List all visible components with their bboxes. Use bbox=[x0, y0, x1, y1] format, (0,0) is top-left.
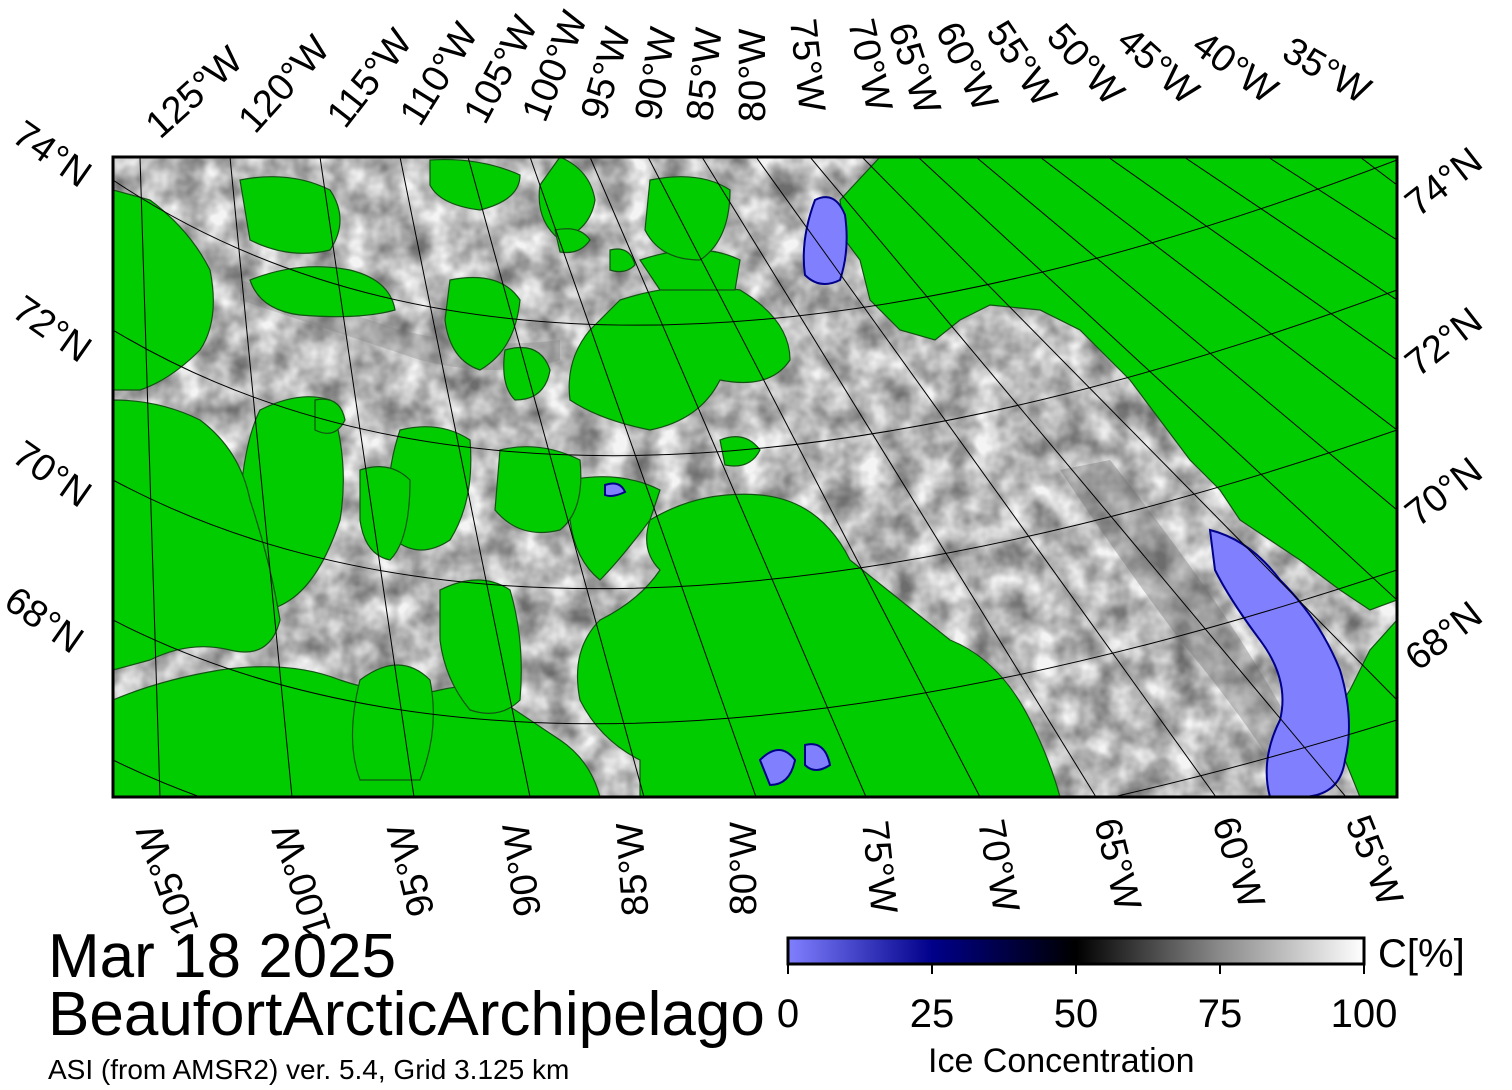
bottom-lon-label: 95°W bbox=[380, 820, 443, 921]
bottom-lon-label: 70°W bbox=[969, 816, 1027, 915]
colorbar-gradient bbox=[786, 936, 1366, 966]
top-lon-label: 80°W bbox=[732, 29, 774, 122]
ellesmere-south bbox=[538, 157, 596, 241]
data-source: ASI (from AMSR2) ver. 5.4, Grid 3.125 km bbox=[48, 1054, 570, 1085]
colorbar-tick-label: 75 bbox=[1197, 992, 1243, 1036]
left-lat-label: 74°N bbox=[5, 113, 99, 196]
left-lat-label: 72°N bbox=[5, 288, 99, 371]
left-lat-label: 68°N bbox=[0, 579, 90, 662]
parallel bbox=[113, 159, 1397, 326]
top-lon-label: 120°W bbox=[230, 28, 338, 141]
bottom-lon-label: 65°W bbox=[1085, 814, 1148, 915]
bottom-lon-label: 80°W bbox=[723, 822, 765, 915]
melville-peninsula bbox=[439, 579, 522, 714]
somerset-island bbox=[494, 446, 582, 534]
banks-island bbox=[113, 189, 214, 391]
baffin-east-polynya bbox=[1208, 528, 1350, 797]
map-region: BeaufortArcticArchipelago bbox=[48, 980, 765, 1049]
island-small-3 bbox=[314, 398, 346, 434]
baffin-island bbox=[576, 493, 1061, 797]
meridians bbox=[139, 157, 1397, 797]
island-north-1 bbox=[644, 176, 731, 261]
boothia bbox=[351, 664, 434, 781]
colorbar-tick-label: 25 bbox=[909, 992, 955, 1036]
dark-ice-band bbox=[1060, 460, 1300, 760]
parallel bbox=[113, 429, 1397, 590]
island-small-1 bbox=[554, 228, 591, 254]
colorbar-unit: C[%] bbox=[1378, 932, 1465, 976]
bottom-lon-label: 85°W bbox=[609, 821, 657, 917]
hudson-strait-polynya bbox=[758, 749, 797, 787]
baffin-north bbox=[569, 476, 661, 581]
right-lat-label: 70°N bbox=[1398, 450, 1491, 535]
top-lon-label: 45°W bbox=[1109, 19, 1207, 113]
island-mid-2 bbox=[503, 346, 551, 401]
right-lat-label: 68°N bbox=[1398, 594, 1491, 679]
top-lon-label: 40°W bbox=[1185, 23, 1285, 112]
island-north-2 bbox=[239, 176, 341, 254]
top-lon-label: 35°W bbox=[1276, 29, 1378, 112]
colorbar-tick-label: 50 bbox=[1053, 992, 1099, 1036]
north-water-polynya bbox=[802, 196, 848, 285]
greenland bbox=[839, 157, 1397, 611]
island-small-4 bbox=[719, 436, 761, 467]
top-lon-label: 75°W bbox=[781, 17, 833, 114]
island-north-4 bbox=[429, 159, 521, 211]
graticule bbox=[113, 157, 1397, 797]
polynya-small bbox=[804, 743, 832, 771]
island-north-3 bbox=[249, 266, 396, 318]
right-lat-label: 72°N bbox=[1398, 300, 1491, 385]
polynya-small bbox=[604, 482, 627, 497]
island-mid-1 bbox=[444, 276, 521, 371]
right-lat-label: 74°N bbox=[1398, 140, 1491, 225]
colorbar-tick-label: 0 bbox=[776, 992, 800, 1036]
colorbar-title: Ice Concentration bbox=[928, 1042, 1195, 1080]
bottom-lon-label: 75°W bbox=[853, 819, 905, 916]
island-small-2 bbox=[609, 248, 636, 273]
map-panel bbox=[113, 157, 1397, 797]
left-lat-label: 70°N bbox=[5, 433, 99, 516]
parallel bbox=[113, 289, 1397, 457]
bottom-lon-label: 90°W bbox=[495, 821, 550, 919]
land bbox=[113, 157, 1397, 797]
top-lon-label: 85°W bbox=[679, 26, 731, 123]
parallel bbox=[113, 569, 1397, 725]
map-frame bbox=[111, 155, 1399, 799]
colorbar-tick-label: 100 bbox=[1330, 992, 1398, 1036]
bottom-lon-label: 55°W bbox=[1337, 810, 1411, 912]
bottom-lon-label: 60°W bbox=[1203, 812, 1272, 914]
mainland-west bbox=[113, 399, 281, 671]
parallel bbox=[113, 719, 1397, 797]
open-water bbox=[604, 196, 1350, 797]
colorbar bbox=[786, 936, 1366, 974]
map-date: Mar 18 2025 bbox=[48, 922, 397, 991]
top-lon-label: 125°W bbox=[138, 39, 251, 147]
victoria-east bbox=[359, 466, 411, 561]
